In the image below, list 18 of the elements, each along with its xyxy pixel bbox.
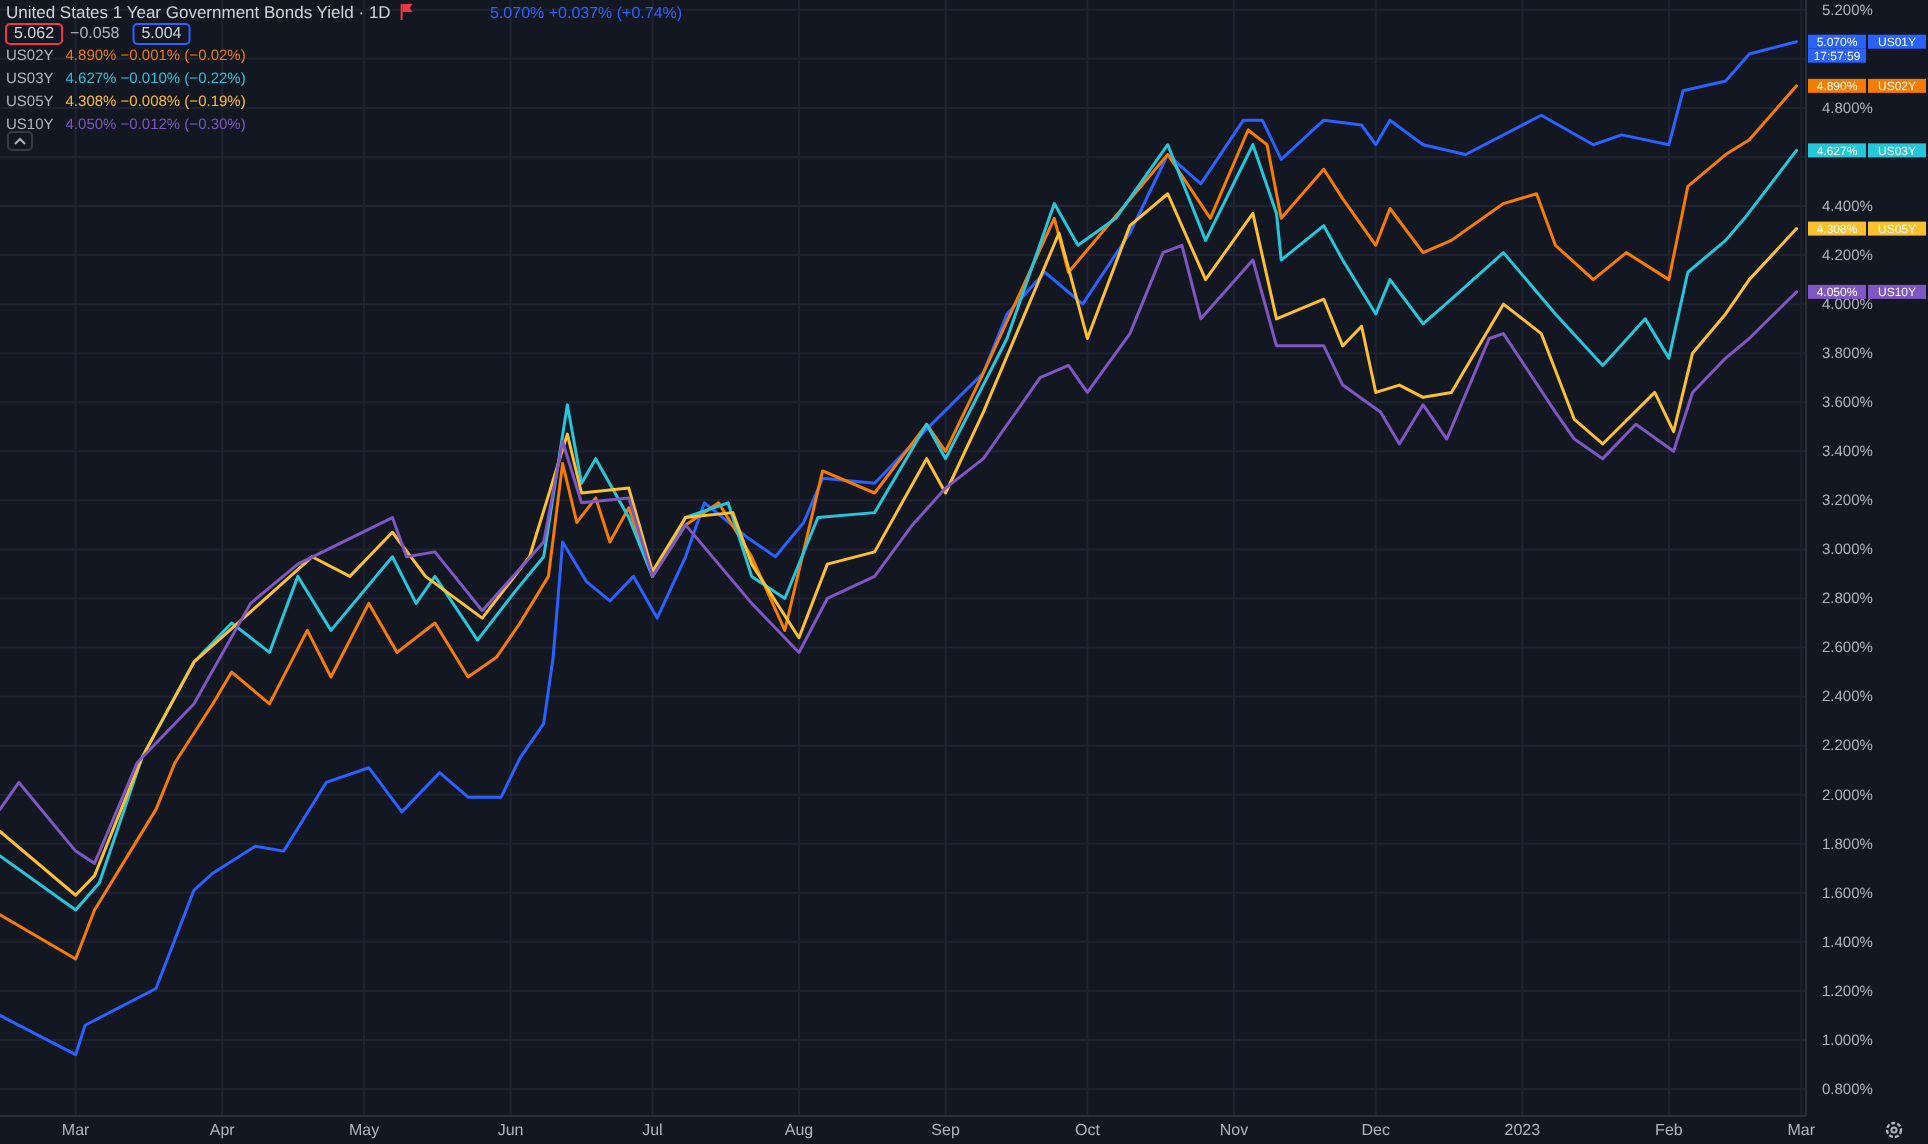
annotation: 5.070% +0.037% (+0.74%) bbox=[490, 4, 683, 22]
x-tick-label: Aug bbox=[784, 1121, 814, 1140]
x-tick-label: Nov bbox=[1219, 1121, 1249, 1140]
x-tick-label: Sep bbox=[931, 1121, 961, 1140]
x-tick-label: Feb bbox=[1655, 1121, 1684, 1140]
x-tick-label: Jun bbox=[497, 1121, 524, 1140]
x-tick-label: Mar bbox=[1787, 1121, 1816, 1140]
x-tick-label: Dec bbox=[1361, 1121, 1391, 1140]
annotation: −0.058 bbox=[70, 24, 121, 42]
x-tick-label: May bbox=[348, 1121, 380, 1140]
annotation: 5.062 bbox=[14, 24, 56, 42]
x-tick-label: Apr bbox=[209, 1121, 236, 1140]
x-tick-label: Mar bbox=[61, 1121, 91, 1140]
x-tick-label: 2023 bbox=[1504, 1121, 1542, 1140]
x-tick-label: Oct bbox=[1074, 1121, 1102, 1140]
annotation: 5.004 bbox=[141, 24, 183, 42]
chart-title: United States 1 Year Government Bonds Yield · 1D bbox=[6, 2, 391, 22]
x-tick-label: Jul bbox=[642, 1121, 664, 1140]
